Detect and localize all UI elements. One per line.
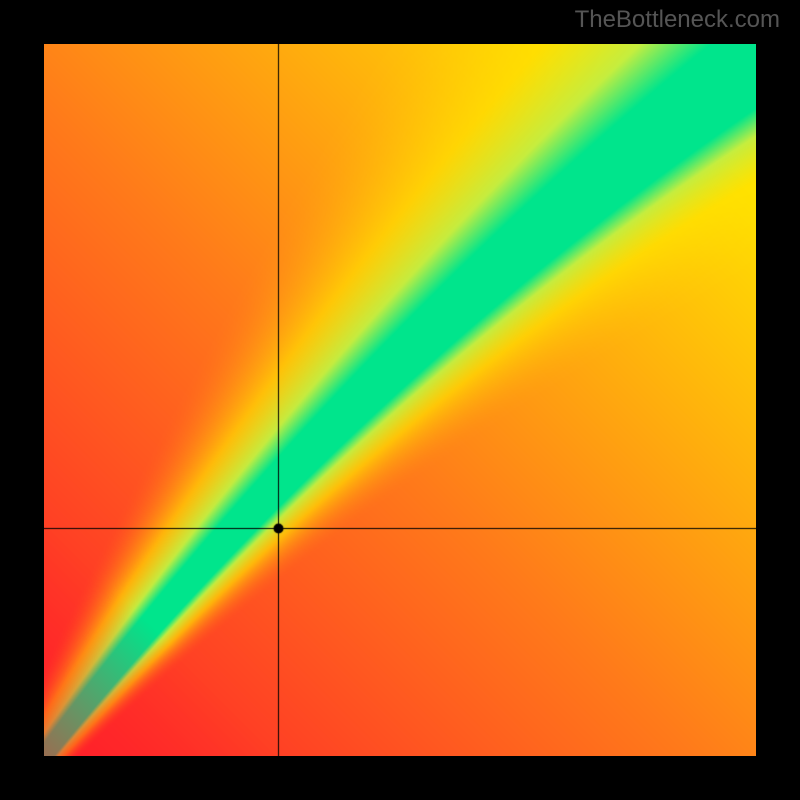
- chart-container: TheBottleneck.com: [0, 0, 800, 800]
- heatmap-canvas: [44, 44, 756, 756]
- watermark-text: TheBottleneck.com: [575, 6, 780, 34]
- plot-area: [44, 44, 756, 756]
